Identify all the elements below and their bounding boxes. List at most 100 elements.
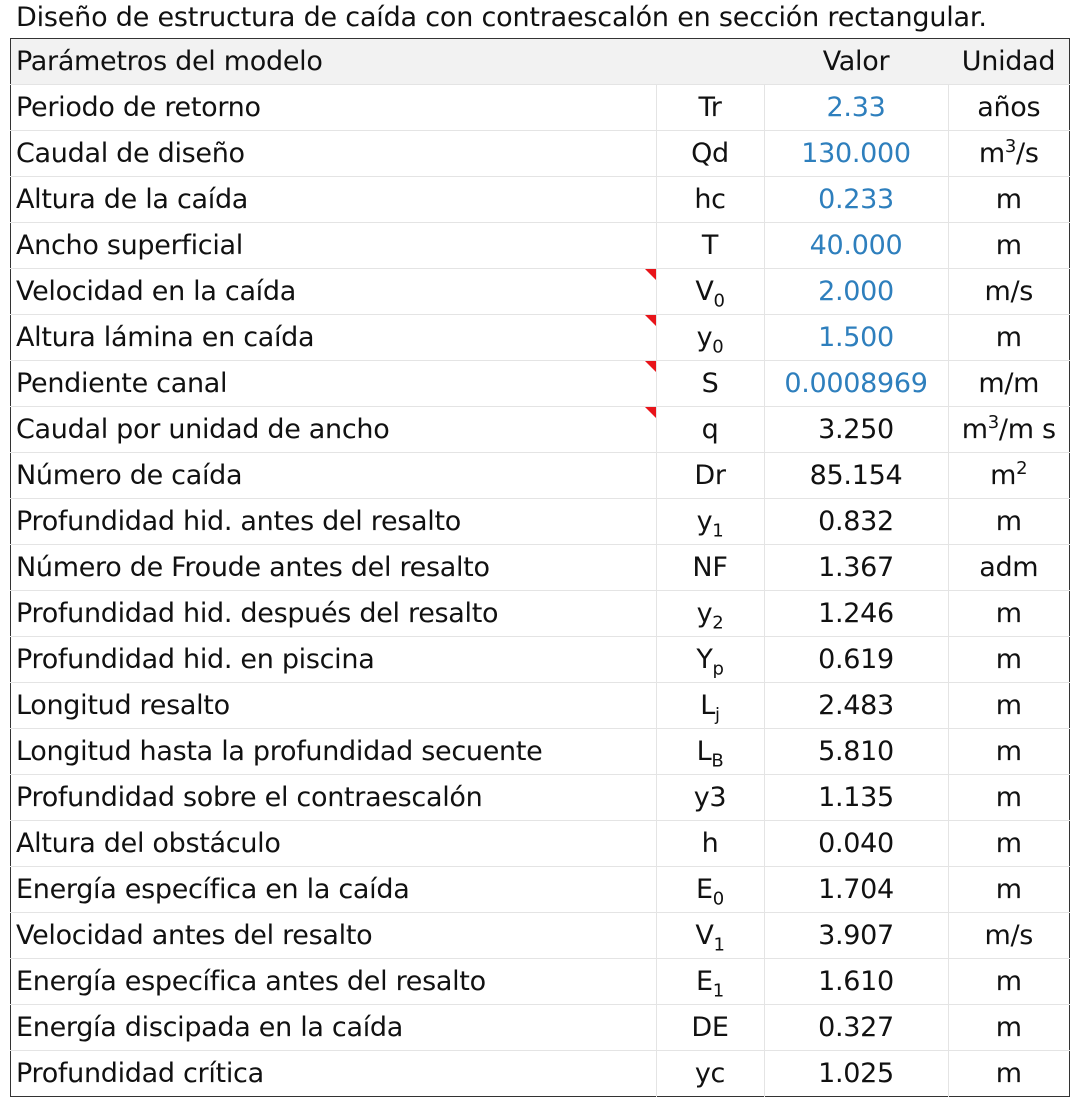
parameter-name-cell[interactable]: Pendiente canal <box>10 360 656 407</box>
computed-value-cell[interactable]: 85.154 <box>763 452 948 499</box>
symbol-cell[interactable]: q <box>655 406 764 453</box>
header-symbol-empty[interactable] <box>656 38 764 85</box>
parameter-name-cell[interactable]: Ancho superficial <box>10 222 656 269</box>
unit-cell[interactable]: m <box>947 636 1070 683</box>
input-value-cell[interactable]: 2.000 <box>763 268 948 315</box>
symbol-cell[interactable]: Qd <box>655 130 764 177</box>
parameter-name-cell[interactable]: Profundidad crítica <box>10 1050 656 1097</box>
computed-value-cell[interactable]: 1.025 <box>763 1050 948 1097</box>
parameter-name-cell[interactable]: Número de caída <box>10 452 656 499</box>
comment-indicator-icon[interactable] <box>644 407 656 418</box>
unit-cell[interactable]: m <box>947 1050 1070 1097</box>
input-value-cell[interactable]: 1.500 <box>763 314 948 361</box>
parameter-name-cell[interactable]: Número de Froude antes del resalto <box>10 544 656 591</box>
comment-indicator-icon[interactable] <box>644 361 656 372</box>
computed-value-cell[interactable]: 3.250 <box>763 406 948 453</box>
input-value-cell[interactable]: 130.000 <box>763 130 948 177</box>
computed-value-cell[interactable]: 5.810 <box>763 728 948 775</box>
unit-cell[interactable]: m <box>947 1004 1070 1051</box>
unit-cell[interactable]: adm <box>947 544 1070 591</box>
parameter-name-cell[interactable]: Caudal de diseño <box>10 130 656 177</box>
computed-value-cell[interactable]: 0.327 <box>763 1004 948 1051</box>
unit-cell[interactable]: m <box>947 682 1070 729</box>
parameter-name-cell[interactable]: Velocidad en la caída <box>10 268 656 315</box>
header-value[interactable]: Valor <box>764 38 948 85</box>
computed-value-cell[interactable]: 0.832 <box>763 498 948 545</box>
symbol-cell[interactable]: hc <box>655 176 764 223</box>
parameter-name-cell[interactable]: Altura del obstáculo <box>10 820 656 867</box>
parameter-name-cell[interactable]: Longitud resalto <box>10 682 656 729</box>
symbol-cell[interactable]: y1 <box>655 498 764 545</box>
input-value-cell[interactable]: 0.233 <box>763 176 948 223</box>
symbol-subscript: 0 <box>712 336 724 358</box>
symbol-cell[interactable]: h <box>655 820 764 867</box>
input-value-cell[interactable]: 40.000 <box>763 222 948 269</box>
comment-indicator-icon[interactable] <box>644 269 656 280</box>
unit-cell[interactable]: m <box>947 176 1070 223</box>
symbol-cell[interactable]: T <box>655 222 764 269</box>
computed-value-cell[interactable]: 1.246 <box>763 590 948 637</box>
unit-cell[interactable]: m/m <box>947 360 1070 407</box>
unit-cell[interactable]: m/s <box>947 268 1070 315</box>
parameter-name-cell[interactable]: Energía específica antes del resalto <box>10 958 656 1005</box>
computed-value-cell[interactable]: 2.483 <box>763 682 948 729</box>
symbol-cell[interactable]: y2 <box>655 590 764 637</box>
unit-cell[interactable]: m <box>947 222 1070 269</box>
parameter-name-cell[interactable]: Energía discipada en la caída <box>10 1004 656 1051</box>
unit-cell[interactable]: m <box>947 774 1070 821</box>
comment-indicator-icon[interactable] <box>644 315 656 326</box>
parameter-name-cell[interactable]: Velocidad antes del resalto <box>10 912 656 959</box>
unit-cell[interactable]: m <box>947 866 1070 913</box>
symbol-cell[interactable]: E0 <box>655 866 764 913</box>
computed-value-cell[interactable]: 3.907 <box>763 912 948 959</box>
symbol-subscript: 1 <box>713 934 725 956</box>
parameter-name-cell[interactable]: Periodo de retorno <box>10 84 656 131</box>
parameter-name-cell[interactable]: Profundidad sobre el contraescalón <box>10 774 656 821</box>
computed-value-cell[interactable]: 1.704 <box>763 866 948 913</box>
header-parameters[interactable]: Parámetros del modelo <box>10 38 656 85</box>
symbol-cell[interactable]: NF <box>655 544 764 591</box>
input-value-cell[interactable]: 2.33 <box>763 84 948 131</box>
parameter-name-cell[interactable]: Longitud hasta la profundidad secuente <box>10 728 656 775</box>
symbol-cell[interactable]: E1 <box>655 958 764 1005</box>
unit-cell[interactable]: m2 <box>947 452 1070 499</box>
unit-cell[interactable]: m <box>947 728 1070 775</box>
unit-cell[interactable]: m/s <box>947 912 1070 959</box>
unit-cell[interactable]: m <box>947 590 1070 637</box>
symbol-cell[interactable]: LB <box>655 728 764 775</box>
unit-cell[interactable]: m <box>947 820 1070 867</box>
computed-value-cell[interactable]: 0.619 <box>763 636 948 683</box>
symbol-cell[interactable]: V0 <box>655 268 764 315</box>
parameter-name-cell[interactable]: Altura de la caída <box>10 176 656 223</box>
parameter-name-cell[interactable]: Altura lámina en caída <box>10 314 656 361</box>
parameter-name-cell[interactable]: Profundidad hid. después del resalto <box>10 590 656 637</box>
symbol-cell[interactable]: Tr <box>655 84 764 131</box>
symbol-cell[interactable]: Lj <box>655 682 764 729</box>
parameter-name-cell[interactable]: Profundidad hid. en piscina <box>10 636 656 683</box>
symbol-cell[interactable]: DE <box>655 1004 764 1051</box>
unit-cell[interactable]: m3/m s <box>947 406 1070 453</box>
symbol-cell[interactable]: Dr <box>655 452 764 499</box>
parameter-name: Pendiente canal <box>16 368 228 399</box>
header-unit[interactable]: Unidad <box>948 38 1070 85</box>
parameter-name-cell[interactable]: Profundidad hid. antes del resalto <box>10 498 656 545</box>
symbol-cell[interactable]: y0 <box>655 314 764 361</box>
unit-cell[interactable]: m <box>947 314 1070 361</box>
unit-cell[interactable]: m <box>947 958 1070 1005</box>
symbol-cell[interactable]: y3 <box>655 774 764 821</box>
symbol-cell[interactable]: Yp <box>655 636 764 683</box>
computed-value-cell[interactable]: 1.610 <box>763 958 948 1005</box>
symbol-subscript: j <box>715 704 720 726</box>
computed-value-cell[interactable]: 0.040 <box>763 820 948 867</box>
unit-cell[interactable]: años <box>947 84 1070 131</box>
parameter-name-cell[interactable]: Energía específica en la caída <box>10 866 656 913</box>
parameter-name-cell[interactable]: Caudal por unidad de ancho <box>10 406 656 453</box>
computed-value-cell[interactable]: 1.135 <box>763 774 948 821</box>
unit-cell[interactable]: m <box>947 498 1070 545</box>
symbol-cell[interactable]: V1 <box>655 912 764 959</box>
input-value-cell[interactable]: 0.0008969 <box>763 360 948 407</box>
unit-cell[interactable]: m3/s <box>947 130 1070 177</box>
symbol-cell[interactable]: S <box>655 360 764 407</box>
computed-value-cell[interactable]: 1.367 <box>763 544 948 591</box>
symbol-cell[interactable]: yc <box>655 1050 764 1097</box>
